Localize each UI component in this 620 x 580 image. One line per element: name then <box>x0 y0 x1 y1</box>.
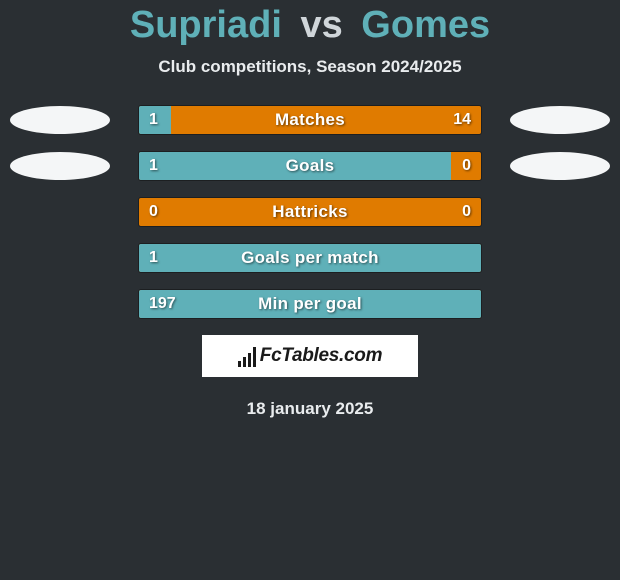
stat-label: Goals <box>139 152 481 180</box>
player2-avatar <box>510 106 610 134</box>
stat-value-right: 0 <box>452 198 481 226</box>
player1-avatar <box>10 106 110 134</box>
logo-box: FcTables.com <box>202 335 418 377</box>
stat-value-right <box>461 244 481 272</box>
stat-row: Hattricks0 0 <box>0 197 620 227</box>
stat-value-left: 1 <box>139 106 168 134</box>
subtitle: Club competitions, Season 2024/2025 <box>0 57 620 77</box>
stat-row: Min per goal197 <box>0 289 620 319</box>
vs-text: vs <box>300 4 342 46</box>
stat-value-left: 197 <box>139 290 186 318</box>
player2-avatar <box>510 152 610 180</box>
date-label: 18 january 2025 <box>0 399 620 419</box>
stat-bar: Matches1 14 <box>138 105 482 135</box>
player1-name: Supriadi <box>130 4 282 46</box>
stat-value-left: 0 <box>139 198 168 226</box>
comparison-card: Supriadi vs Gomes Club competitions, Sea… <box>0 0 620 580</box>
logo-text: FcTables.com <box>260 345 382 367</box>
stat-value-right: 0 <box>452 152 481 180</box>
stat-label: Hattricks <box>139 198 481 226</box>
player2-name: Gomes <box>361 4 490 46</box>
player1-avatar <box>10 152 110 180</box>
stat-row: Matches1 14 <box>0 105 620 135</box>
stat-rows: Matches114Goals10Hattricks00Goals per ma… <box>0 105 620 319</box>
stat-value-left: 1 <box>139 152 168 180</box>
fctables-logo: FcTables.com <box>238 345 382 367</box>
stat-bar: Goals1 0 <box>138 151 482 181</box>
stat-bar: Min per goal197 <box>138 289 482 319</box>
stat-bar: Goals per match1 <box>138 243 482 273</box>
stat-label: Goals per match <box>139 244 481 272</box>
stat-row: Goals per match1 <box>0 243 620 273</box>
stat-bar: Hattricks0 0 <box>138 197 482 227</box>
stat-value-left: 1 <box>139 244 168 272</box>
stat-label: Matches <box>139 106 481 134</box>
stat-value-right <box>461 290 481 318</box>
stat-label: Min per goal <box>139 290 481 318</box>
page-title: Supriadi vs Gomes <box>0 4 620 47</box>
stat-row: Goals1 0 <box>0 151 620 181</box>
stat-value-right: 14 <box>443 106 481 134</box>
logo-bars-icon <box>238 345 258 367</box>
